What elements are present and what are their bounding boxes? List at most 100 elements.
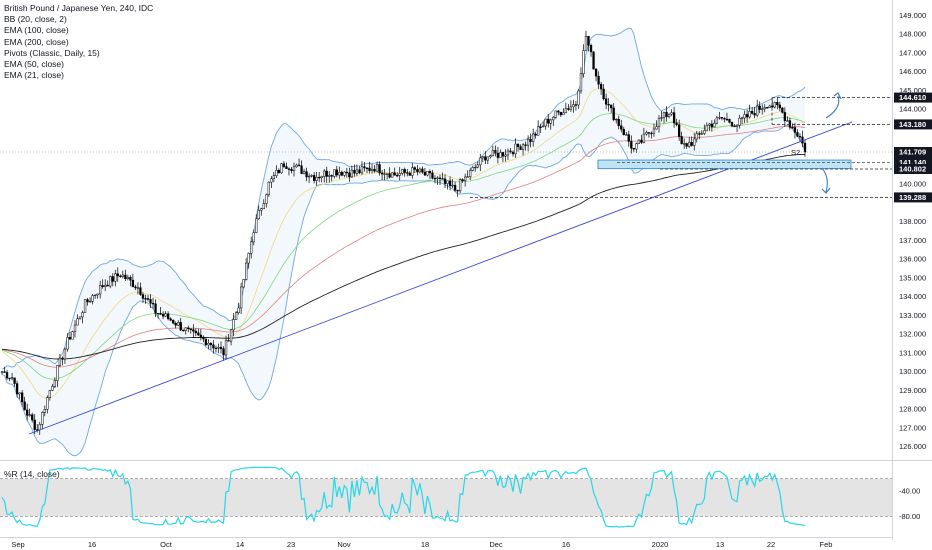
bb-lower-line [1,124,806,457]
time-tick-label: 22 [767,540,775,549]
candle-body [174,322,177,326]
candle-body [622,128,625,136]
candle-body [567,108,570,110]
candle-body [318,176,321,179]
candle-body [418,168,422,173]
price-tick-label: 148.000 [899,30,926,39]
candle-body [10,377,14,379]
candle-body [391,172,394,178]
candle-body [574,104,578,106]
candle-body [396,174,399,177]
candle-body [428,170,432,174]
price-tick-label: 126.000 [899,442,926,451]
time-tick-label: 18 [421,540,429,549]
candle-body [177,322,180,326]
price-tick-label: 145.000 [899,86,926,95]
legend-ema50[interactable]: EMA (50, close) [4,59,64,70]
time-tick-label: Feb [820,540,833,549]
time-tick-label: 23 [287,540,295,549]
candle-body [798,136,802,138]
candle-body [31,414,34,421]
ema-lines [1,88,806,399]
candle-body [408,172,411,176]
candle-body [277,170,281,174]
candle-body [695,133,698,140]
candle-body [375,164,379,172]
candle-body [562,112,565,116]
legend-symbol[interactable]: British Pound / Japanese Yen, 240, IDC [4,3,154,13]
candle-body [667,113,671,118]
candle-body [156,312,160,315]
candle-body [655,126,658,130]
candle-body [282,163,286,167]
candle-body [675,122,678,126]
candle-body [501,152,505,157]
legend-pivots[interactable]: Pivots (Classic, Daily, 15) [4,47,100,58]
candle-body [295,164,298,168]
candle-body [761,108,764,110]
candle-body [265,194,268,204]
candle-body [738,117,741,126]
candle-body [315,176,318,181]
candle-body [199,334,203,338]
candle-body [756,105,759,116]
candle-body [569,106,573,110]
candle-body [8,377,11,380]
badge-144-610: 144.610 [899,93,926,102]
legend-ema100[interactable]: EMA (100, close) [4,25,69,36]
candle-body [86,299,89,303]
candle-body [743,114,746,119]
candle-body [385,173,389,175]
candle-body [101,285,104,287]
candlesticks [0,30,807,435]
candle-body [280,163,283,174]
indicator-title[interactable]: %R (14, close) [4,469,60,479]
candle-body [368,167,371,172]
candle-body [771,105,774,108]
badge-141-140: 141.140 [899,158,926,167]
candle-body [552,117,555,121]
bb-fill [2,28,805,456]
candle-body [26,409,29,416]
candle-body [302,171,306,174]
time-tick-label: Sep [11,540,24,549]
candle-body [677,124,681,137]
candle-body [297,164,301,167]
candle-body [227,340,230,342]
candle-body [411,167,414,176]
candle-body [436,177,439,179]
candle-body [197,332,200,336]
legend-ema200[interactable]: EMA (200, close) [4,36,69,47]
candle-body [431,172,434,179]
drawings[interactable]: S2 [0,92,892,435]
candle-body [187,327,190,330]
price-tick-label: 136.000 [899,255,926,264]
candle-body [348,172,351,178]
candle-body [305,171,308,178]
candle-body [745,114,749,118]
candle-body [214,347,218,350]
candle-body [182,329,185,332]
candle-body [796,132,799,137]
candle-body [504,154,507,157]
candle-body [365,167,369,169]
candle-body [539,126,542,128]
candle-body [56,365,59,381]
legend-ema21[interactable]: EMA (21, close) [4,70,64,81]
candle-body [383,173,386,175]
candle-body [461,179,464,181]
candle-body [448,180,452,186]
legend-bb[interactable]: BB (20, close, 2) [4,14,67,25]
price-tick-label: 132.000 [899,330,926,339]
candle-body [446,180,449,184]
candle-body [630,141,633,149]
candle-body [703,130,706,134]
candle-body [481,156,484,159]
time-tick-label: 16 [88,540,96,549]
candle-body [189,328,192,330]
candle-body [310,175,313,177]
time-tick-label: Oct [160,540,173,549]
candle-body [549,119,552,124]
candle-body [172,319,175,324]
